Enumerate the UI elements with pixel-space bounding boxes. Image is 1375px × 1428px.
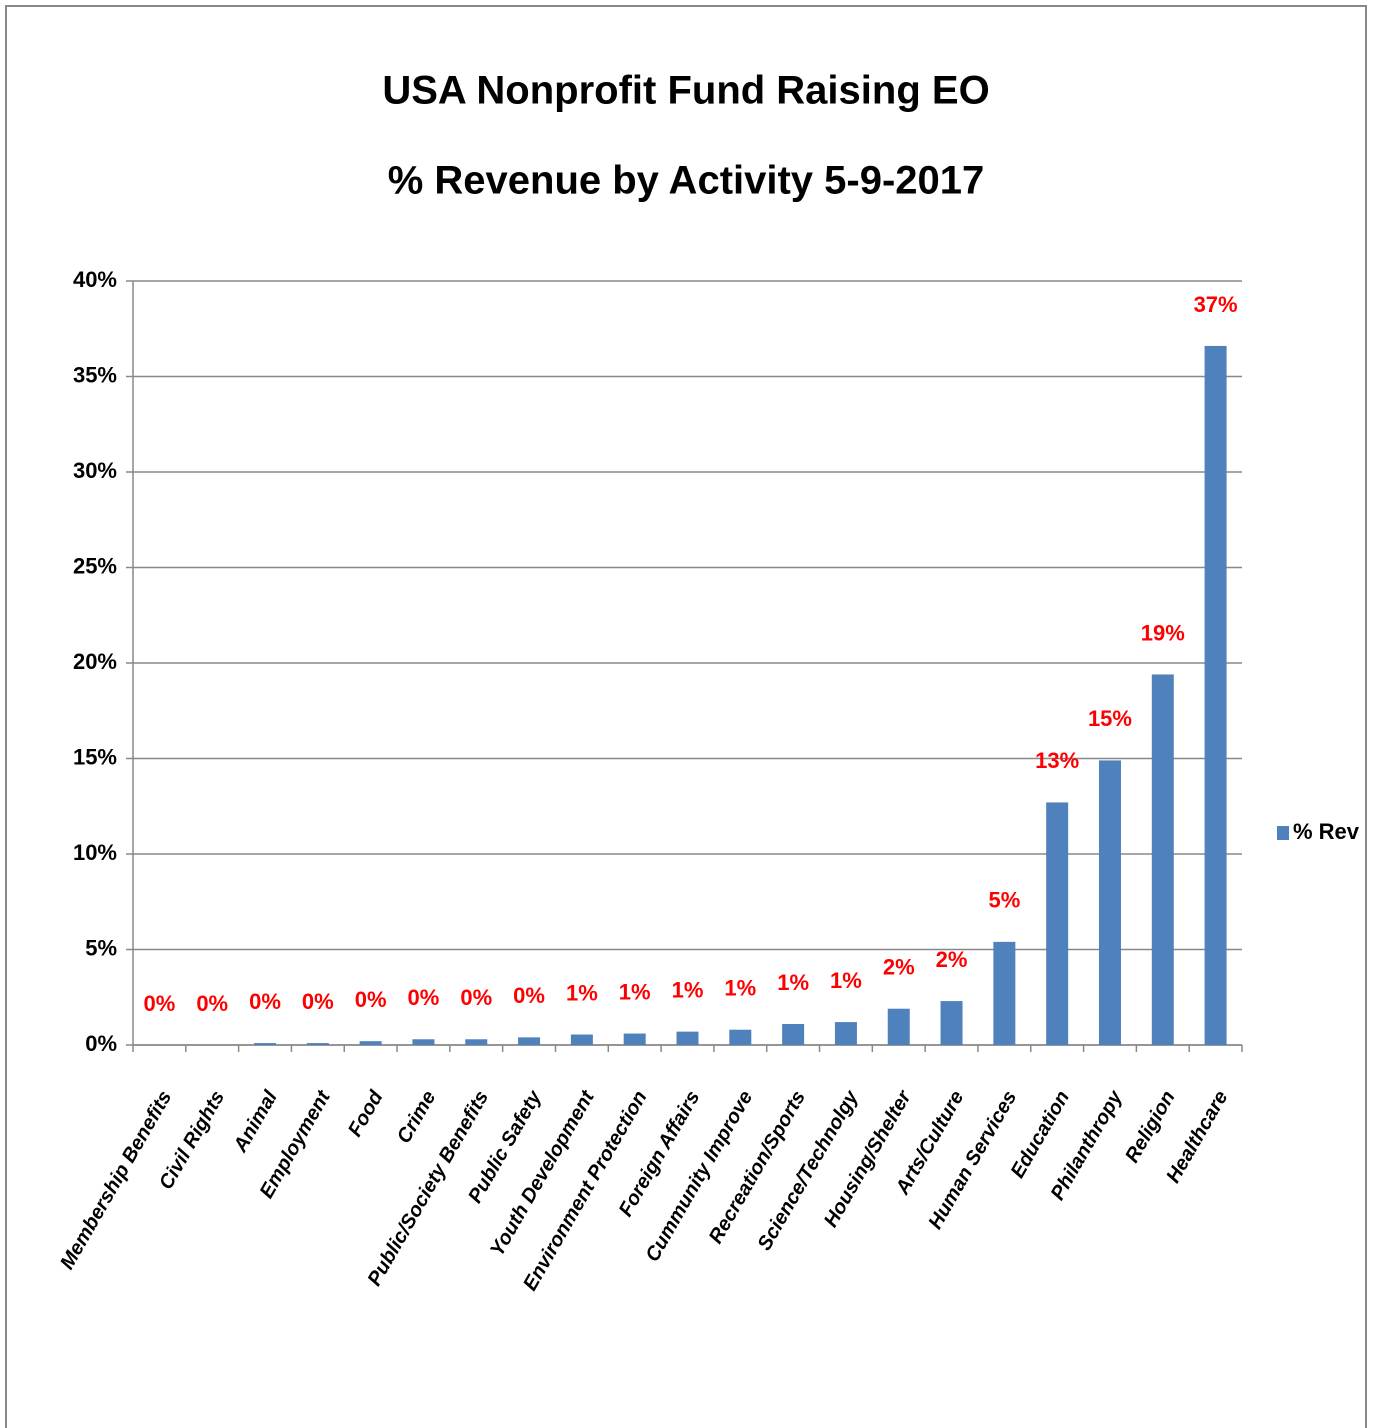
data-label: 1% xyxy=(777,970,809,995)
bar xyxy=(834,1022,857,1045)
data-label: 0% xyxy=(408,985,440,1010)
data-label: 0% xyxy=(460,985,492,1010)
bar xyxy=(1151,674,1174,1045)
y-tick-label: 35% xyxy=(73,362,117,387)
data-label: 37% xyxy=(1194,292,1238,317)
data-label: 0% xyxy=(302,989,334,1014)
bar xyxy=(729,1029,752,1045)
data-label: 2% xyxy=(883,955,915,980)
bar xyxy=(570,1034,593,1045)
chart-frame xyxy=(5,5,1367,1428)
data-label: 19% xyxy=(1141,620,1185,645)
bar xyxy=(465,1039,488,1045)
data-label: 1% xyxy=(619,979,651,1004)
bar xyxy=(412,1039,435,1045)
bar xyxy=(359,1041,382,1045)
y-tick-label: 0% xyxy=(85,1031,117,1056)
bar xyxy=(940,1001,963,1045)
y-tick-label: 30% xyxy=(73,458,117,483)
bar xyxy=(1204,345,1227,1045)
legend-label: % Rev xyxy=(1293,819,1360,844)
bar xyxy=(623,1033,646,1045)
data-label: 0% xyxy=(249,989,281,1014)
bar xyxy=(676,1031,699,1045)
data-label: 0% xyxy=(355,987,387,1012)
data-label: 1% xyxy=(724,976,756,1001)
bar xyxy=(887,1008,910,1045)
bar xyxy=(518,1037,541,1045)
chart-subtitle: % Revenue by Activity 5-9-2017 xyxy=(388,159,985,203)
bar xyxy=(1046,802,1069,1045)
y-tick-label: 5% xyxy=(85,935,117,960)
data-label: 2% xyxy=(936,947,968,972)
chart-title: USA Nonprofit Fund Raising EO xyxy=(382,69,989,113)
bar xyxy=(254,1043,277,1045)
data-label: 1% xyxy=(566,980,598,1005)
y-tick-label: 40% xyxy=(73,267,117,292)
data-label: 5% xyxy=(988,888,1020,913)
data-label: 13% xyxy=(1035,748,1079,773)
y-tick-label: 15% xyxy=(73,744,117,769)
bar xyxy=(782,1023,805,1045)
data-label: 0% xyxy=(196,991,228,1016)
bar xyxy=(1098,760,1121,1045)
y-tick-label: 20% xyxy=(73,649,117,674)
data-label: 15% xyxy=(1088,706,1132,731)
y-tick-label: 10% xyxy=(73,840,117,865)
data-label: 0% xyxy=(144,991,176,1016)
legend-swatch xyxy=(1277,826,1289,840)
data-label: 1% xyxy=(830,968,862,993)
bar xyxy=(306,1043,329,1045)
bar xyxy=(993,941,1016,1045)
data-label: 1% xyxy=(672,977,704,1002)
data-label: 0% xyxy=(513,983,545,1008)
y-tick-label: 25% xyxy=(73,553,117,578)
